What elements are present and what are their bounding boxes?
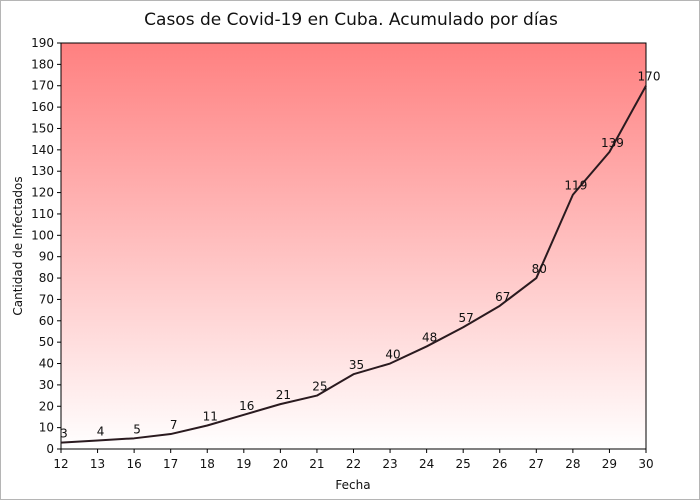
x-tick-label: 30 bbox=[638, 457, 653, 471]
x-tick-label: 18 bbox=[200, 457, 215, 471]
y-tick-label: 80 bbox=[39, 271, 54, 285]
y-tick-label: 90 bbox=[39, 250, 54, 264]
x-tick-label: 20 bbox=[273, 457, 288, 471]
data-label: 25 bbox=[312, 380, 327, 394]
y-tick-label: 10 bbox=[39, 421, 54, 435]
y-axis: 0 10 20 30 40 50 60 70 80 90 100 110 120 130 140 150 160… bbox=[31, 36, 61, 456]
y-tick-label: 0 bbox=[46, 442, 54, 456]
data-label: 80 bbox=[532, 262, 547, 276]
data-label: 7 bbox=[170, 418, 178, 432]
plot-area bbox=[60, 42, 647, 450]
data-label: 4 bbox=[97, 424, 105, 438]
data-label: 139 bbox=[601, 136, 624, 150]
x-tick-label: 12 bbox=[53, 457, 68, 471]
x-tick-label: 13 bbox=[90, 457, 105, 471]
y-axis-title: Cantidad de Infectados bbox=[11, 176, 25, 315]
y-tick-label: 40 bbox=[39, 357, 54, 371]
y-tick-label: 140 bbox=[31, 143, 54, 157]
x-tick-label: 26 bbox=[492, 457, 507, 471]
x-axis: 12 13 16 17 18 19 20 21 22 23 24 25 26 27 28 29 30 bbox=[53, 449, 654, 471]
data-label: 170 bbox=[638, 70, 661, 84]
y-tick-label: 170 bbox=[31, 79, 54, 93]
y-tick-label: 70 bbox=[39, 292, 54, 306]
y-tick-label: 30 bbox=[39, 378, 54, 392]
y-tick-label: 60 bbox=[39, 314, 54, 328]
data-label: 35 bbox=[349, 358, 364, 372]
data-label: 5 bbox=[133, 422, 141, 436]
x-tick-label: 17 bbox=[163, 457, 178, 471]
x-tick-label: 22 bbox=[346, 457, 361, 471]
y-tick-label: 160 bbox=[31, 100, 54, 114]
data-label: 67 bbox=[495, 290, 510, 304]
data-label: 40 bbox=[385, 348, 400, 362]
y-tick-label: 50 bbox=[39, 335, 54, 349]
y-tick-label: 180 bbox=[31, 57, 54, 71]
data-label: 48 bbox=[422, 330, 437, 344]
data-label: 11 bbox=[203, 409, 218, 423]
series-line bbox=[60, 85, 647, 444]
y-tick-label: 150 bbox=[31, 121, 54, 135]
y-tick-label: 20 bbox=[39, 399, 54, 413]
data-label: 57 bbox=[459, 311, 474, 325]
chart-title: Casos de Covid-19 en Cuba. Acumulado por… bbox=[144, 10, 558, 30]
data-label: 119 bbox=[564, 179, 587, 193]
y-tick-label: 100 bbox=[31, 228, 54, 242]
x-tick-label: 21 bbox=[309, 457, 324, 471]
x-tick-label: 27 bbox=[529, 457, 544, 471]
y-tick-label: 130 bbox=[31, 164, 54, 178]
data-label: 21 bbox=[276, 388, 291, 402]
data-label: 16 bbox=[239, 399, 254, 413]
x-tick-label: 25 bbox=[456, 457, 471, 471]
x-tick-label: 24 bbox=[419, 457, 434, 471]
x-tick-label: 23 bbox=[382, 457, 397, 471]
x-axis-title: Fecha bbox=[335, 478, 370, 492]
data-label: 3 bbox=[60, 427, 68, 441]
x-tick-label: 16 bbox=[126, 457, 141, 471]
y-tick-label: 120 bbox=[31, 186, 54, 200]
x-tick-label: 29 bbox=[602, 457, 617, 471]
y-tick-label: 190 bbox=[31, 36, 54, 50]
x-tick-label: 28 bbox=[565, 457, 580, 471]
y-tick-label: 110 bbox=[31, 207, 54, 221]
x-tick-label: 19 bbox=[236, 457, 251, 471]
